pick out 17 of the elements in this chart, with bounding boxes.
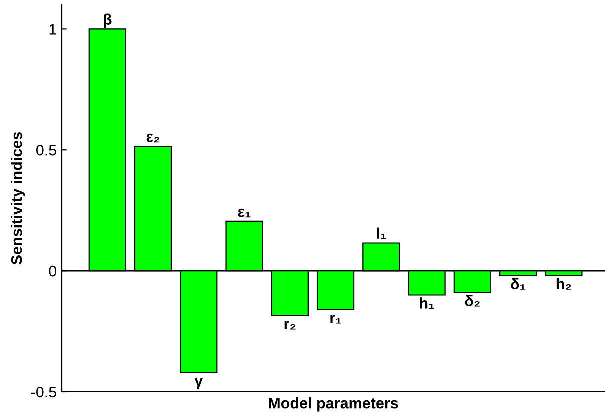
x-tick-label: ε₂ [146,134,160,143]
y-tick-label: 0 [49,266,57,277]
y-tick-label: 0.5 [36,144,56,156]
y-tick-label: -0.5 [31,386,56,398]
x-tick-label: r₁ [330,315,342,324]
x-axis-title: Model parameters [269,398,398,412]
x-tick-label: γ [194,378,204,390]
x-tick-label: β [104,14,112,28]
x-tick-label: r₂ [284,321,296,330]
x-tick-label: δ₂ [465,295,480,307]
x-tick-label: ε₁ [238,208,251,218]
x-tick-label: h₂ [556,278,572,290]
x-tick-label: l₁ [377,228,386,240]
y-axis-title: Sensitivity indices [11,132,26,265]
y-tick-label: 1 [50,24,56,35]
x-tick-label: h₁ [420,298,434,310]
x-tick-label: δ₁ [511,278,526,290]
